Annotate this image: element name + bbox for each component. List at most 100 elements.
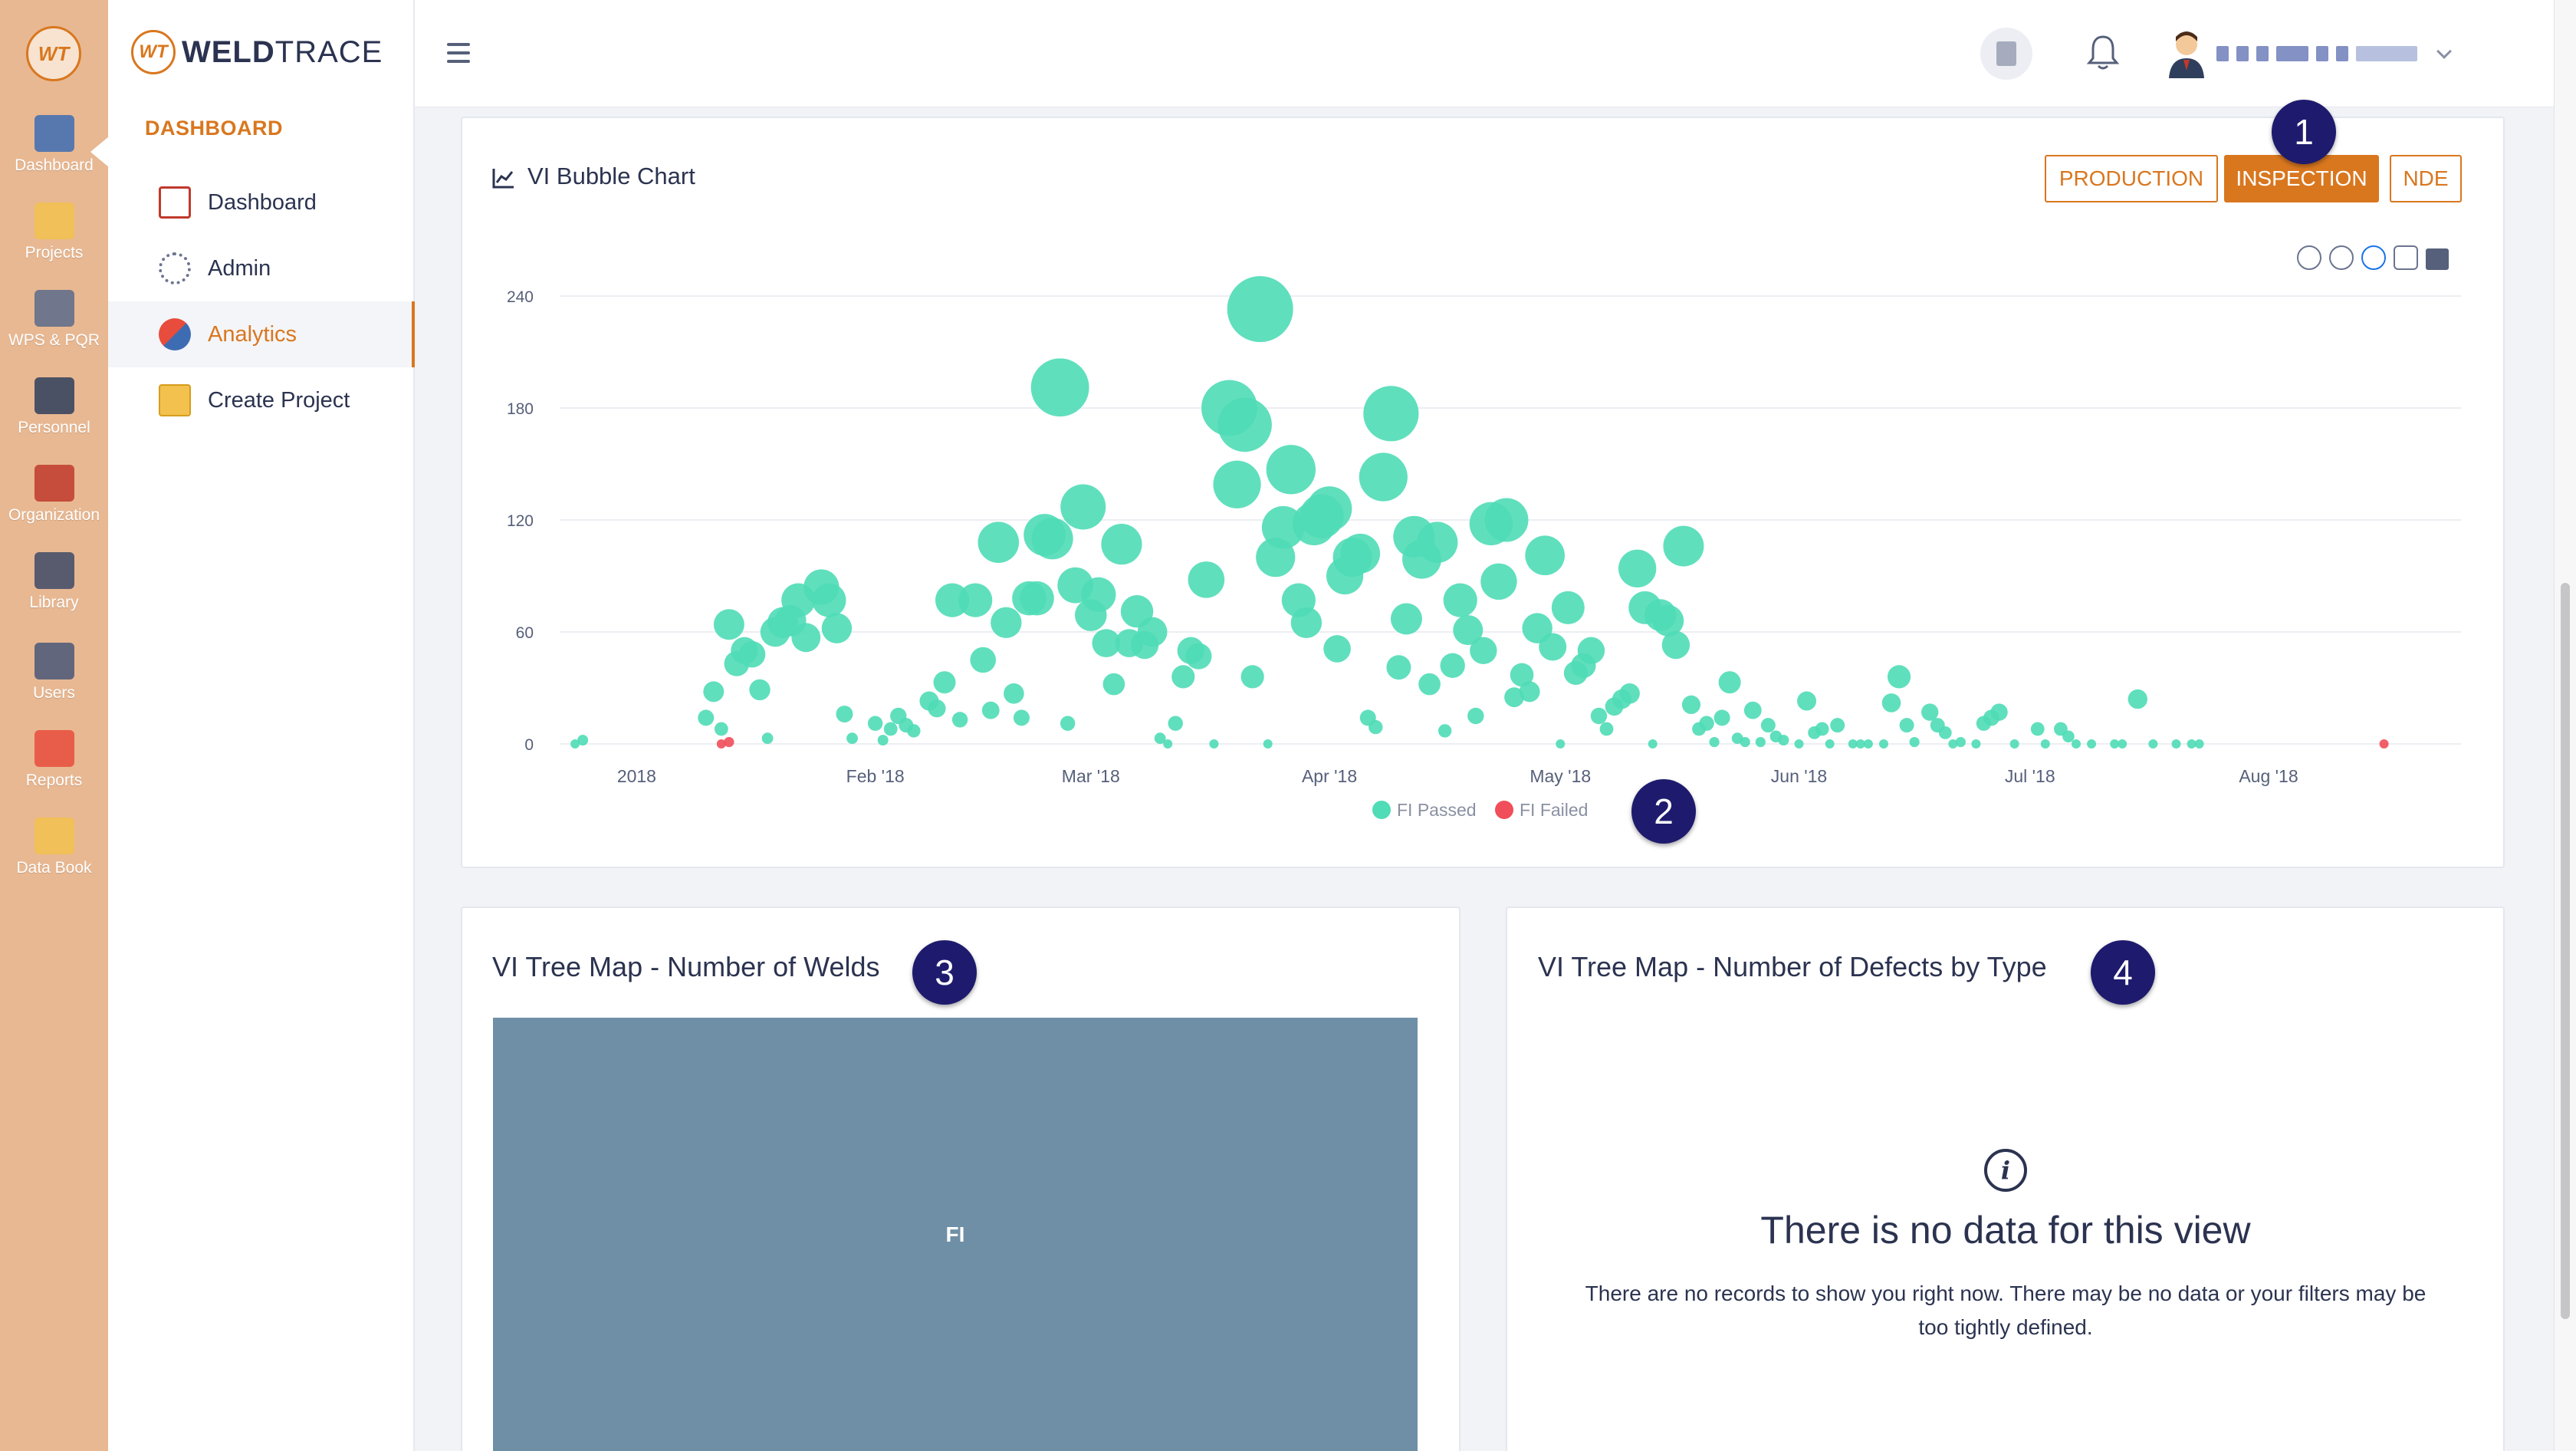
data-point[interactable]: [2040, 739, 2050, 749]
data-point[interactable]: [1263, 739, 1273, 749]
data-point[interactable]: [1438, 724, 1452, 738]
data-point[interactable]: [1971, 739, 1981, 749]
data-point[interactable]: [2194, 739, 2204, 749]
data-point[interactable]: [1510, 663, 1534, 687]
data-point[interactable]: [2062, 730, 2075, 743]
data-point[interactable]: [1137, 617, 1168, 647]
data-point[interactable]: [738, 640, 766, 668]
data-point[interactable]: [1480, 563, 1517, 600]
data-point[interactable]: [1855, 739, 1865, 749]
data-point[interactable]: [1714, 709, 1730, 726]
data-point[interactable]: [1290, 607, 1322, 639]
document-icon[interactable]: [1980, 28, 2032, 80]
data-point[interactable]: [1209, 739, 1219, 749]
data-point[interactable]: [1909, 736, 1920, 748]
data-point[interactable]: [1060, 716, 1076, 731]
data-point[interactable]: [1484, 498, 1529, 542]
data-point[interactable]: [791, 623, 821, 653]
data-point[interactable]: [1577, 637, 1605, 665]
data-point[interactable]: [1990, 703, 2008, 721]
zoom-in-icon[interactable]: [2297, 245, 2321, 270]
data-point[interactable]: [1797, 691, 1817, 711]
data-point[interactable]: [1525, 535, 1565, 576]
data-point[interactable]: [1416, 522, 1458, 563]
data-point[interactable]: [1740, 736, 1750, 748]
data-point[interactable]: [1619, 683, 1640, 704]
data-point[interactable]: [2171, 739, 2181, 749]
data-point[interactable]: [877, 735, 889, 746]
iconbar-item-users[interactable]: Users: [0, 643, 108, 702]
data-point[interactable]: [1013, 709, 1030, 726]
data-point[interactable]: [2087, 739, 2097, 749]
data-point[interactable]: [812, 583, 846, 617]
data-point[interactable]: [1881, 693, 1901, 712]
data-point[interactable]: [1848, 739, 1858, 749]
data-point[interactable]: [1340, 533, 1381, 574]
nav-item-analytics[interactable]: Analytics: [108, 301, 415, 367]
selection-zoom-icon[interactable]: [2361, 245, 2386, 270]
data-point[interactable]: [1955, 736, 1966, 748]
iconbar-item-organization[interactable]: Organization: [0, 465, 108, 525]
legend-label[interactable]: FI Passed: [1397, 800, 1477, 820]
data-point[interactable]: [1443, 583, 1477, 617]
data-point[interactable]: [1060, 484, 1106, 530]
data-point[interactable]: [1718, 671, 1741, 694]
weldtrace-logo-icon[interactable]: WT: [26, 26, 81, 81]
data-point[interactable]: [933, 671, 956, 694]
data-point[interactable]: [1030, 358, 1089, 417]
treemap-cell-fi[interactable]: FI: [493, 1018, 1418, 1451]
data-point[interactable]: [1661, 630, 1691, 660]
data-point[interactable]: [1743, 701, 1762, 719]
iconbar-item-wps-pqr[interactable]: WPS & PQR: [0, 290, 108, 350]
data-point[interactable]: [1359, 452, 1408, 502]
scrollbar-thumb[interactable]: [2561, 583, 2570, 1319]
iconbar-item-library[interactable]: Library: [0, 552, 108, 612]
nav-item-create-project[interactable]: Create Project: [108, 367, 415, 433]
data-point[interactable]: [867, 716, 883, 731]
data-point[interactable]: [2148, 739, 2158, 749]
data-point[interactable]: [1899, 718, 1914, 733]
pan-hand-icon[interactable]: [2394, 245, 2418, 270]
iconbar-item-projects[interactable]: Projects: [0, 202, 108, 262]
data-point[interactable]: [1470, 637, 1497, 665]
iconbar-item-dashboard[interactable]: Dashboard: [0, 115, 108, 175]
data-point[interactable]: [1755, 736, 1766, 748]
data-point[interactable]: [1168, 716, 1183, 731]
data-point[interactable]: [1551, 591, 1585, 624]
data-point[interactable]: [1938, 726, 1952, 739]
data-point[interactable]: [1266, 445, 1316, 495]
data-point[interactable]: [991, 607, 1022, 639]
tab-production[interactable]: PRODUCTION: [2045, 155, 2218, 202]
data-point[interactable]: [1154, 732, 1166, 745]
data-point[interactable]: [1948, 739, 1958, 749]
data-point[interactable]: [1618, 549, 1657, 587]
data-point[interactable]: [2128, 689, 2147, 709]
data-point[interactable]: [1863, 739, 1873, 749]
data-point[interactable]: [2118, 739, 2128, 749]
data-point[interactable]: [1386, 655, 1411, 680]
data-point[interactable]: [1453, 615, 1484, 646]
reset-home-icon[interactable]: [2426, 248, 2449, 270]
data-point[interactable]: [749, 679, 770, 701]
data-point[interactable]: [1887, 665, 1911, 689]
data-point[interactable]: [570, 739, 580, 749]
data-point[interactable]: [724, 736, 734, 748]
data-point[interactable]: [1188, 561, 1225, 598]
data-point[interactable]: [1815, 722, 1829, 736]
data-point[interactable]: [821, 613, 853, 643]
iconbar-item-reports[interactable]: Reports: [0, 730, 108, 790]
data-point[interactable]: [846, 732, 858, 745]
data-point[interactable]: [1681, 695, 1701, 715]
data-point[interactable]: [1240, 665, 1264, 689]
data-point[interactable]: [1504, 687, 1524, 708]
data-point[interactable]: [1652, 605, 1684, 637]
data-point[interactable]: [1227, 276, 1293, 343]
data-point[interactable]: [698, 709, 715, 726]
data-point[interactable]: [1092, 629, 1121, 657]
data-point[interactable]: [1020, 581, 1054, 616]
data-point[interactable]: [1760, 718, 1776, 733]
data-point[interactable]: [2009, 739, 2019, 749]
data-point[interactable]: [1921, 703, 1939, 721]
data-point[interactable]: [1306, 486, 1352, 531]
data-point[interactable]: [714, 722, 728, 736]
